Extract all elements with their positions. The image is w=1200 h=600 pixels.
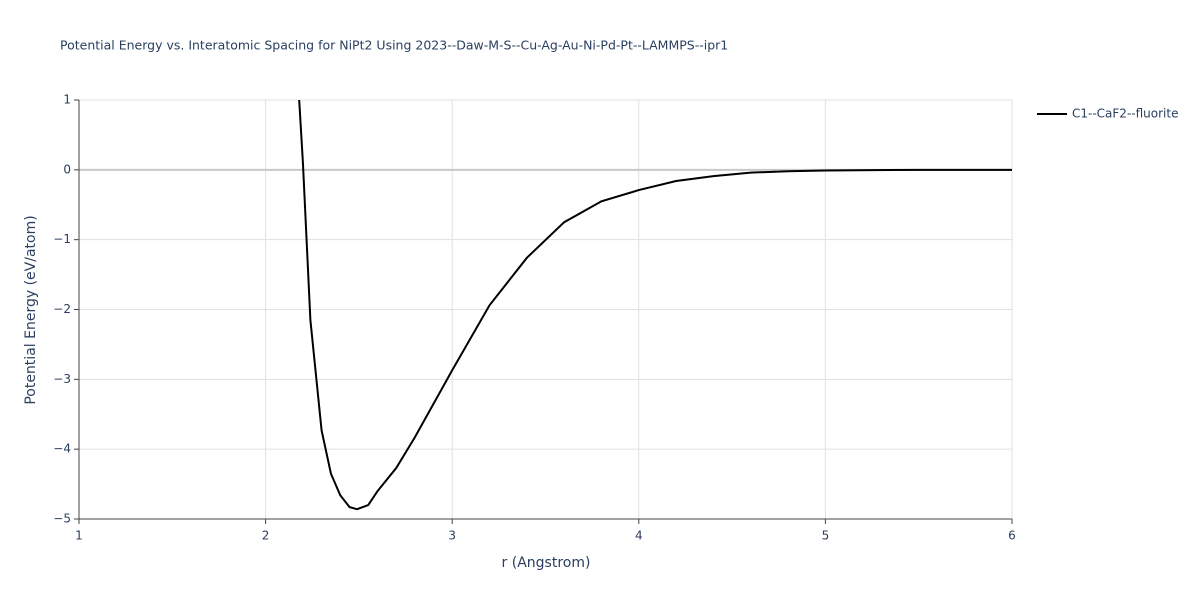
y-tick-label: 0 xyxy=(63,162,71,176)
x-tick-label: 1 xyxy=(75,529,83,543)
y-tick-label: −4 xyxy=(53,442,71,456)
legend-label: C1--CaF2--fluorite xyxy=(1072,107,1178,121)
x-axis-title: r (Angstrom) xyxy=(502,555,591,571)
x-tick-label: 4 xyxy=(635,529,643,543)
y-axis-title: Potential Energy (eV/atom) xyxy=(23,215,39,404)
x-tick-label: 2 xyxy=(262,529,270,543)
x-tick-label: 6 xyxy=(1008,529,1016,543)
y-tick-label: −2 xyxy=(53,302,71,316)
y-tick-label: −5 xyxy=(53,512,71,526)
x-tick-label: 3 xyxy=(448,529,456,543)
y-tick-label: −1 xyxy=(53,232,71,246)
y-tick-label: −3 xyxy=(53,372,71,386)
x-tick-label: 5 xyxy=(822,529,830,543)
chart-title: Potential Energy vs. Interatomic Spacing… xyxy=(60,38,728,53)
y-tick-label: 1 xyxy=(63,93,71,107)
data-line xyxy=(298,99,1012,511)
